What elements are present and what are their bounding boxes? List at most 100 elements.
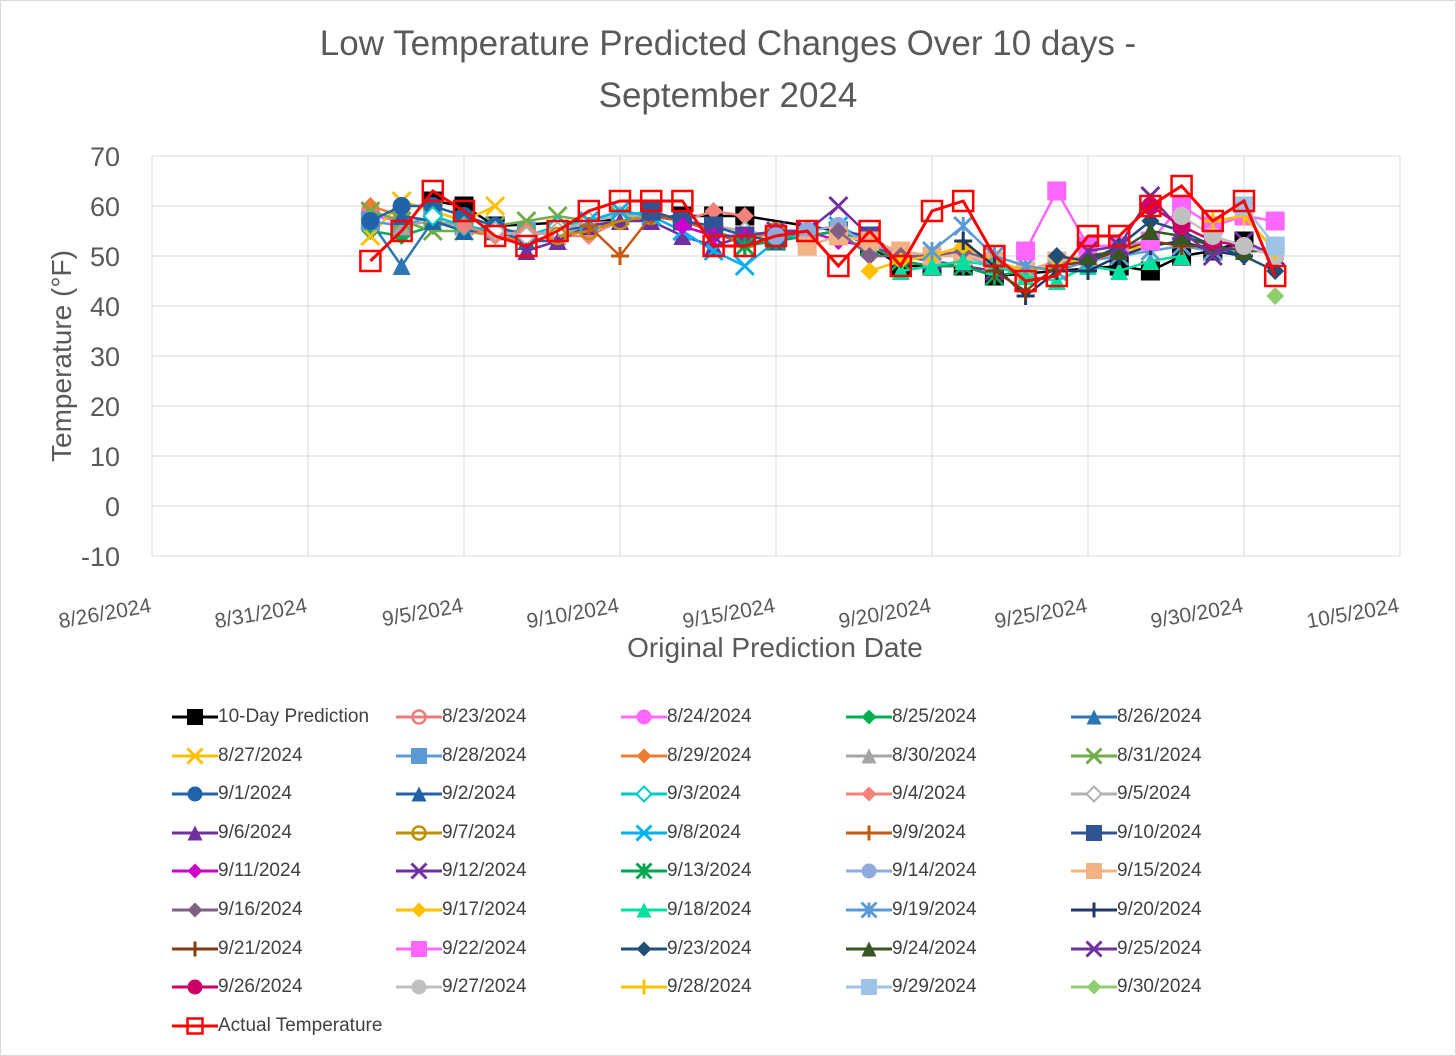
data-point	[889, 254, 913, 278]
legend-item: 9/21/2024	[172, 937, 303, 961]
legend-item: 9/26/2024	[172, 975, 303, 999]
legend-item: 9/12/2024	[396, 859, 527, 883]
legend-marker	[1085, 747, 1103, 765]
legend-swatch	[1071, 979, 1117, 995]
data-point	[1047, 247, 1066, 265]
legend-label: 9/5/2024	[1117, 783, 1191, 805]
legend-item: 9/25/2024	[1071, 937, 1202, 961]
legend-marker	[636, 979, 652, 995]
y-tick-label: -10	[81, 542, 120, 572]
x-tick-label: 9/5/2024	[380, 594, 465, 631]
data-point	[361, 212, 380, 230]
legend-swatch	[172, 786, 218, 802]
legend-item: 8/31/2024	[1071, 744, 1202, 768]
data-point	[673, 227, 692, 245]
series-40	[359, 174, 1287, 293]
legend-swatch	[172, 941, 218, 957]
legend-label: 9/27/2024	[442, 976, 527, 998]
legend-marker	[411, 709, 427, 725]
data-point	[1232, 189, 1256, 213]
legend-swatch	[1071, 747, 1117, 765]
series-39	[1266, 287, 1285, 305]
data-point	[608, 189, 632, 213]
legend-label: 9/7/2024	[442, 821, 516, 843]
legend-swatch	[846, 748, 892, 764]
data-point	[1110, 262, 1129, 280]
data-point	[764, 224, 788, 248]
legend-marker	[411, 902, 427, 918]
legend-label: 8/30/2024	[892, 744, 977, 766]
legend-swatch	[1071, 902, 1117, 918]
data-point	[1110, 242, 1129, 260]
legend-swatch	[1071, 824, 1117, 841]
legend-swatch	[621, 709, 667, 725]
data-point	[392, 197, 411, 215]
data-point	[1265, 236, 1285, 256]
legend-swatch	[172, 1017, 218, 1035]
legend-label: 9/28/2024	[667, 976, 752, 998]
legend-label: 9/30/2024	[1117, 976, 1202, 998]
legend-item: 9/20/2024	[1071, 898, 1202, 922]
data-point	[1076, 224, 1100, 248]
legend-marker	[411, 825, 427, 841]
series-line	[1180, 214, 1276, 258]
data-point	[483, 224, 507, 248]
data-point	[1014, 269, 1037, 293]
legend-label: 9/14/2024	[892, 860, 977, 882]
data-point	[673, 217, 692, 235]
legend-item: 9/2/2024	[396, 782, 516, 806]
data-point	[983, 244, 1006, 268]
data-point	[422, 205, 444, 227]
legend-item: 9/28/2024	[621, 975, 752, 999]
data-point	[860, 262, 879, 280]
legend-item: 9/8/2024	[621, 821, 741, 845]
data-point	[361, 197, 380, 215]
legend-label: 8/26/2024	[1117, 706, 1202, 727]
data-point	[516, 210, 537, 232]
legend-label: 9/15/2024	[1117, 860, 1202, 882]
data-point	[920, 199, 944, 223]
legend-label: 9/13/2024	[667, 860, 752, 882]
legend-item: 8/26/2024	[1071, 705, 1202, 729]
data-point	[860, 247, 879, 265]
legend-item: 9/15/2024	[1071, 859, 1202, 883]
data-point	[923, 257, 941, 275]
chart-title-line-1: Low Temperature Predicted Changes Over 1…	[319, 24, 1137, 63]
legend-swatch	[621, 824, 667, 842]
legend-swatch	[396, 786, 442, 802]
data-point	[921, 240, 943, 262]
y-tick-label: 40	[90, 292, 120, 322]
data-point	[1079, 247, 1097, 265]
legend-marker	[861, 786, 877, 802]
legend-label: 9/11/2024	[218, 860, 302, 882]
legend-label: 8/28/2024	[442, 744, 527, 766]
legend-label: 8/24/2024	[667, 706, 752, 727]
legend-marker	[861, 941, 877, 957]
legend-swatch	[846, 901, 892, 919]
legend-item: 9/6/2024	[172, 821, 292, 845]
x-tick-label: 10/5/2024	[1305, 594, 1401, 633]
legend-item: 8/30/2024	[846, 744, 977, 768]
legend-label: 9/24/2024	[892, 937, 977, 959]
legend-swatch	[621, 862, 667, 880]
legend-item: 9/10/2024	[1071, 821, 1202, 845]
data-point	[1172, 227, 1191, 245]
legend-item: 8/28/2024	[396, 744, 527, 768]
y-tick-label: 0	[105, 492, 120, 522]
data-point	[515, 234, 538, 258]
series-line	[369, 184, 1277, 283]
y-tick-label: 50	[90, 242, 120, 272]
series-line	[744, 229, 1026, 278]
legend-marker	[1086, 902, 1102, 918]
legend-label: 9/19/2024	[892, 899, 977, 920]
legend-item: 9/27/2024	[396, 975, 527, 999]
legend-label: 9/23/2024	[667, 937, 752, 959]
legend-item: 9/30/2024	[1071, 975, 1202, 999]
legend-label: 9/22/2024	[442, 937, 527, 959]
legend-item: 9/14/2024	[846, 859, 977, 883]
legend-marker	[636, 941, 652, 957]
legend-swatch	[621, 785, 667, 804]
legend-marker	[861, 748, 877, 764]
data-point	[829, 222, 848, 240]
